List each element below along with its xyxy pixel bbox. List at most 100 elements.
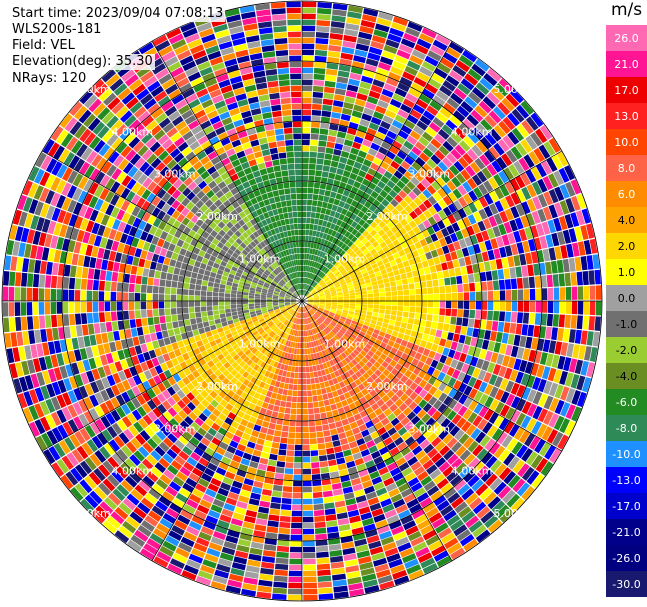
gate-cell (85, 244, 94, 257)
gate-cell (446, 46, 461, 59)
gate-cell (143, 222, 152, 233)
gate-cell (165, 486, 178, 497)
gate-cell (416, 332, 424, 340)
gate-cell (376, 441, 386, 450)
gate-cell (447, 410, 457, 421)
gate-cell (257, 352, 264, 359)
gate-cell (341, 359, 348, 366)
gate-cell (178, 370, 187, 380)
gate-cell (30, 215, 40, 230)
gate-cell (214, 569, 229, 579)
gate-cell (213, 282, 220, 288)
gate-cell (211, 422, 221, 432)
gate-cell (146, 301, 153, 310)
gate-cell (312, 194, 319, 201)
gate-cell (460, 169, 471, 181)
gate-cell (456, 417, 467, 429)
gate-cell (303, 330, 306, 337)
gate-cell (366, 286, 373, 291)
gate-cell (521, 387, 532, 400)
gate-cell (398, 509, 411, 520)
gate-cell (302, 325, 304, 331)
gate-cell (188, 307, 195, 313)
gate-cell (400, 209, 409, 218)
gate-cell (317, 318, 322, 324)
gate-cell (206, 403, 216, 413)
gate-cell (113, 435, 125, 448)
gate-cell (319, 382, 326, 389)
gate-cell (463, 136, 475, 148)
gate-cell (230, 518, 243, 527)
gate-cell (419, 238, 428, 247)
gate-cell (342, 40, 356, 49)
gate-cell (431, 436, 442, 448)
gate-cell (511, 289, 518, 301)
gate-cell (152, 217, 162, 228)
gate-cell (22, 258, 30, 273)
gate-cell (62, 211, 72, 225)
gate-cell (505, 380, 515, 393)
gate-cell (102, 460, 115, 474)
gate-cell (347, 376, 354, 384)
gate-cell (242, 337, 249, 343)
gate-cell (273, 575, 288, 582)
gate-cell (191, 379, 200, 388)
gate-cell (317, 569, 331, 576)
gate-cell (116, 292, 123, 301)
gate-cell (123, 223, 132, 235)
gate-cell (338, 301, 344, 303)
gate-cell (307, 272, 310, 278)
gate-cell (422, 333, 429, 342)
gate-cell (215, 493, 227, 503)
gate-cell (305, 305, 310, 311)
gate-cell (231, 308, 237, 313)
gate-cell (355, 363, 362, 371)
gate-cell (302, 193, 308, 200)
gate-cell (322, 165, 330, 172)
gate-cell (494, 388, 505, 401)
gate-cell (290, 534, 302, 541)
gate-cell (407, 151, 419, 161)
gate-cell (403, 246, 411, 255)
gate-cell (76, 445, 89, 460)
gate-cell (425, 83, 438, 95)
gate-cell (304, 348, 308, 355)
gate-cell (331, 297, 338, 300)
gate-cell (266, 295, 273, 298)
gate-cell (378, 220, 386, 229)
gate-cell (280, 308, 286, 312)
gate-cell (133, 467, 146, 479)
gate-cell (254, 274, 261, 280)
gate-cell (576, 271, 583, 286)
gate-cell (134, 484, 148, 497)
gate-cell (345, 330, 352, 336)
gate-cell (378, 446, 389, 456)
gate-cell (429, 100, 442, 112)
gate-cell (303, 306, 305, 313)
gate-cell (190, 342, 198, 350)
gate-cell (570, 179, 582, 195)
gate-cell (446, 514, 461, 527)
gate-cell (362, 222, 370, 230)
gate-cell (123, 273, 130, 283)
gate-cell (258, 506, 270, 514)
gate-cell (213, 452, 223, 461)
gate-cell (209, 271, 217, 278)
gate-cell (360, 144, 370, 153)
gate-cell (273, 361, 279, 368)
gate-cell (141, 189, 152, 200)
gate-cell (140, 284, 147, 293)
gate-cell (196, 403, 206, 412)
gate-cell (306, 266, 310, 272)
gate-cell (401, 317, 409, 323)
gate-cell (269, 285, 276, 289)
gate-cell (303, 552, 316, 559)
gate-cell (276, 375, 282, 382)
gate-cell (84, 457, 97, 471)
gate-cell (272, 280, 278, 285)
gate-cell (347, 466, 358, 475)
gate-cell (165, 344, 174, 353)
gate-cell (360, 512, 373, 521)
gate-cell (314, 413, 321, 420)
gate-cell (369, 336, 377, 343)
